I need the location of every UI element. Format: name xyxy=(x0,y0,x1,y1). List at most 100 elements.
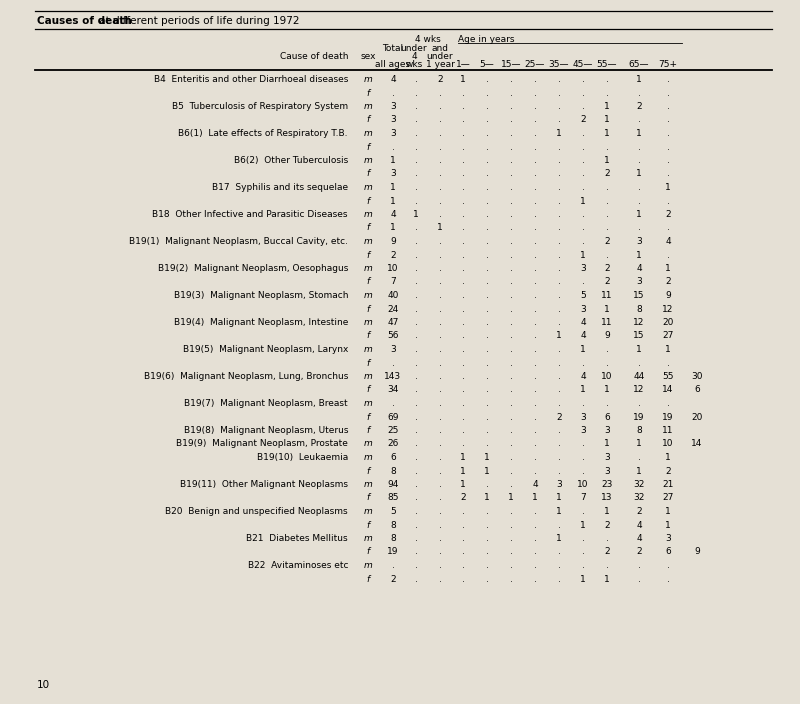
Text: .: . xyxy=(638,196,641,206)
Text: .: . xyxy=(462,115,465,125)
Text: m: m xyxy=(364,102,372,111)
Text: 7: 7 xyxy=(580,494,586,503)
Text: .: . xyxy=(438,210,442,219)
Text: .: . xyxy=(638,223,641,232)
Text: .: . xyxy=(638,358,641,367)
Text: 2: 2 xyxy=(636,102,642,111)
Text: 34: 34 xyxy=(387,386,398,394)
Text: m: m xyxy=(364,345,372,354)
Text: 143: 143 xyxy=(385,372,402,381)
Text: .: . xyxy=(486,520,489,529)
Text: .: . xyxy=(558,102,561,111)
Text: .: . xyxy=(462,305,465,313)
Text: 1: 1 xyxy=(390,156,396,165)
Text: B19(8)  Malignant Neoplasm, Uterus: B19(8) Malignant Neoplasm, Uterus xyxy=(183,426,348,435)
Text: .: . xyxy=(534,291,537,300)
Text: .: . xyxy=(438,413,442,422)
Text: .: . xyxy=(438,156,442,165)
Text: 3: 3 xyxy=(636,277,642,287)
Text: 85: 85 xyxy=(387,494,398,503)
Text: .: . xyxy=(606,142,609,151)
Text: B19(4)  Malignant Neoplasm, Intestine: B19(4) Malignant Neoplasm, Intestine xyxy=(174,318,348,327)
Text: 14: 14 xyxy=(691,439,702,448)
Text: .: . xyxy=(486,548,489,556)
Text: 1: 1 xyxy=(604,115,610,125)
Text: 44: 44 xyxy=(634,372,645,381)
Text: .: . xyxy=(462,332,465,341)
Text: .: . xyxy=(510,439,513,448)
Text: .: . xyxy=(438,291,442,300)
Text: 1: 1 xyxy=(604,305,610,313)
Text: .: . xyxy=(534,413,537,422)
Text: .: . xyxy=(486,237,489,246)
Text: 3: 3 xyxy=(556,480,562,489)
Text: 3: 3 xyxy=(580,413,586,422)
Text: 2: 2 xyxy=(604,264,610,273)
Text: .: . xyxy=(414,75,418,84)
Text: 4: 4 xyxy=(665,237,671,246)
Text: B19(10)  Leukaemia: B19(10) Leukaemia xyxy=(257,453,348,462)
Text: .: . xyxy=(462,129,465,138)
Text: f: f xyxy=(366,115,370,125)
Text: f: f xyxy=(366,332,370,341)
Text: .: . xyxy=(391,89,394,97)
Text: .: . xyxy=(606,399,609,408)
Text: 1: 1 xyxy=(636,439,642,448)
Text: .: . xyxy=(510,196,513,206)
Text: 21: 21 xyxy=(662,480,674,489)
Text: .: . xyxy=(638,142,641,151)
Text: 12: 12 xyxy=(662,305,674,313)
Text: .: . xyxy=(414,534,418,543)
Text: m: m xyxy=(364,75,372,84)
Text: .: . xyxy=(606,75,609,84)
Text: 4: 4 xyxy=(636,520,642,529)
Text: .: . xyxy=(534,115,537,125)
Text: 1: 1 xyxy=(636,251,642,260)
Text: .: . xyxy=(462,89,465,97)
Text: .: . xyxy=(666,251,670,260)
Text: .: . xyxy=(638,115,641,125)
Text: 56: 56 xyxy=(387,332,398,341)
Text: .: . xyxy=(462,277,465,287)
Text: 10: 10 xyxy=(387,264,398,273)
Text: .: . xyxy=(582,453,585,462)
Text: 11: 11 xyxy=(602,318,613,327)
Text: .: . xyxy=(638,156,641,165)
Text: .: . xyxy=(414,183,418,192)
Text: 19: 19 xyxy=(662,413,674,422)
Text: B6(1)  Late effects of Respiratory T.B.: B6(1) Late effects of Respiratory T.B. xyxy=(178,129,348,138)
Text: .: . xyxy=(666,223,670,232)
Text: 1: 1 xyxy=(665,264,671,273)
Text: .: . xyxy=(534,75,537,84)
Text: .: . xyxy=(438,480,442,489)
Text: f: f xyxy=(366,196,370,206)
Text: .: . xyxy=(534,318,537,327)
Text: 1: 1 xyxy=(556,332,562,341)
Text: 20: 20 xyxy=(662,318,674,327)
Text: 11: 11 xyxy=(662,426,674,435)
Text: 1: 1 xyxy=(460,480,466,489)
Text: 1: 1 xyxy=(636,170,642,179)
Text: .: . xyxy=(438,358,442,367)
Text: .: . xyxy=(558,372,561,381)
Text: .: . xyxy=(558,196,561,206)
Text: .: . xyxy=(414,358,418,367)
Text: under: under xyxy=(426,52,454,61)
Text: .: . xyxy=(414,507,418,516)
Text: .: . xyxy=(438,170,442,179)
Text: f: f xyxy=(366,494,370,503)
Text: .: . xyxy=(582,399,585,408)
Text: 6: 6 xyxy=(604,413,610,422)
Text: f: f xyxy=(366,251,370,260)
Text: m: m xyxy=(364,237,372,246)
Text: .: . xyxy=(638,183,641,192)
Text: m: m xyxy=(364,399,372,408)
Text: B22  Avitaminoses etc: B22 Avitaminoses etc xyxy=(247,561,348,570)
Text: .: . xyxy=(666,399,670,408)
Text: .: . xyxy=(414,413,418,422)
Text: 4: 4 xyxy=(636,264,642,273)
Text: 1: 1 xyxy=(460,75,466,84)
Text: .: . xyxy=(510,467,513,475)
Text: 3: 3 xyxy=(636,237,642,246)
Text: f: f xyxy=(366,386,370,394)
